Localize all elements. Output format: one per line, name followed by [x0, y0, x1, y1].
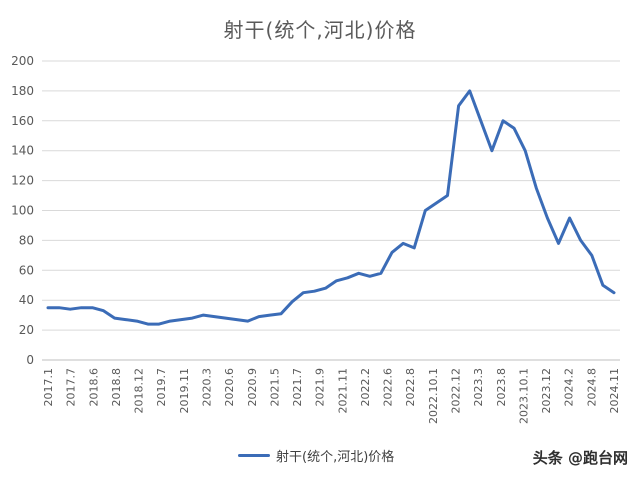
series-layer [46, 89, 616, 326]
x-tick-label: 2021.11 [336, 368, 349, 414]
watermark: 头条 @跑台网 [532, 449, 628, 467]
series-line [46, 89, 616, 326]
legend-swatch [238, 454, 270, 457]
x-tick-label: 2020.6 [223, 368, 236, 407]
x-tick-label: 2017.7 [65, 368, 78, 407]
y-tick-label: 60 [19, 263, 34, 277]
x-tick-label: 2020.9 [246, 368, 259, 407]
x-tick-label: 2021.5 [268, 368, 281, 407]
x-tick-label: 2018.12 [133, 368, 146, 414]
y-tick-label: 120 [11, 174, 34, 188]
legend: 射干(统个,河北)价格 [238, 446, 394, 465]
x-tick-label: 2018.8 [110, 368, 123, 407]
y-tick-label: 100 [11, 204, 34, 218]
grid-layer [42, 60, 620, 331]
y-tick-label: 140 [11, 144, 34, 158]
x-tick-label: 2019.11 [178, 368, 191, 414]
x-tick-label: 2022.2 [359, 368, 372, 407]
x-tick-label: 2023.10.1 [517, 368, 530, 424]
y-tick-label: 80 [19, 233, 34, 247]
legend-label: 射干(统个,河北)价格 [276, 450, 395, 465]
x-tick-label: 2023.8 [495, 368, 508, 407]
y-tick-label: 160 [11, 114, 34, 128]
chart-title: 射干(统个,河北)价格 [223, 18, 417, 42]
y-axis-ticks: 0 20 40 60 80 100 120 140 160 180 200 [11, 54, 34, 367]
x-tick-label: 2023.3 [472, 368, 485, 407]
y-tick-label: 200 [11, 54, 34, 68]
x-tick-label: 2021.9 [314, 368, 327, 407]
x-tick-label: 2020.3 [200, 368, 213, 407]
x-tick-label: 2021.7 [291, 368, 304, 407]
y-tick-label: 40 [19, 293, 34, 307]
x-tick-label: 2023.12 [540, 368, 553, 414]
x-tick-label: 2024.2 [563, 368, 576, 407]
x-tick-label: 2022.8 [404, 368, 417, 407]
x-tick-label: 2022.10.1 [427, 368, 440, 424]
x-tick-label: 2018.6 [87, 368, 100, 407]
x-tick-label: 2017.1 [42, 368, 55, 407]
y-tick-label: 180 [11, 84, 34, 98]
x-tick-label: 2019.7 [155, 368, 168, 407]
x-tick-label: 2024.11 [608, 368, 621, 414]
x-axis-ticks: 2017.1 2017.7 2018.6 2018.8 2018.12 2019.7 201… [42, 368, 621, 424]
y-tick-label: 20 [19, 323, 34, 337]
x-tick-label: 2022.12 [450, 368, 463, 414]
x-tick-label: 2022.6 [382, 368, 395, 407]
x-tick-label: 2024.8 [585, 368, 598, 407]
y-tick-label: 0 [26, 353, 34, 367]
